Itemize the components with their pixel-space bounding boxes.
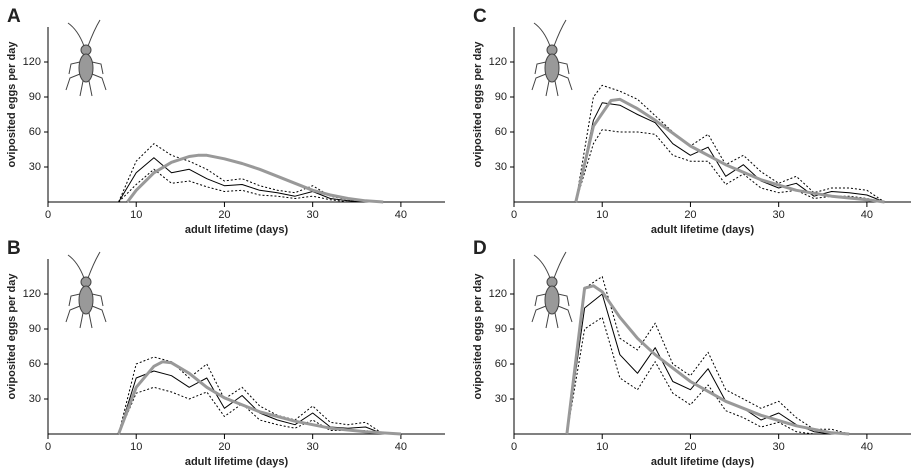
y-tick-label: 120 bbox=[489, 56, 507, 68]
cricket-antenna bbox=[533, 251, 567, 279]
cricket-icon bbox=[65, 251, 107, 329]
panel-label: A bbox=[7, 6, 21, 27]
x-tick-label: 20 bbox=[684, 441, 696, 453]
y-tick-label: 30 bbox=[29, 393, 41, 405]
x-tick-label: 0 bbox=[511, 441, 517, 453]
data-line bbox=[118, 386, 384, 435]
x-axis-label: adult lifetime (days) bbox=[651, 456, 755, 468]
x-tick-label: 10 bbox=[596, 441, 608, 453]
y-tick-label: 120 bbox=[489, 288, 507, 300]
data-line bbox=[118, 168, 366, 203]
data-line bbox=[566, 276, 850, 435]
x-tick-label: 40 bbox=[861, 441, 873, 453]
data-line bbox=[118, 143, 366, 203]
data-line bbox=[565, 284, 850, 436]
y-tick-label: 90 bbox=[495, 91, 507, 103]
data-line bbox=[118, 157, 366, 203]
x-tick-label: 10 bbox=[130, 441, 142, 453]
y-tick-label: 120 bbox=[23, 288, 41, 300]
x-tick-label: 30 bbox=[307, 209, 319, 221]
y-tick-label: 60 bbox=[495, 126, 507, 138]
y-tick-label: 30 bbox=[29, 161, 41, 173]
cricket-icon bbox=[65, 19, 107, 97]
x-tick-label: 0 bbox=[511, 209, 517, 221]
data-line bbox=[575, 102, 885, 203]
cricket-icon bbox=[531, 19, 573, 97]
data-line bbox=[574, 97, 885, 204]
y-tick-label: 120 bbox=[23, 56, 41, 68]
x-tick-label: 40 bbox=[395, 441, 407, 453]
x-axis-label: adult lifetime (days) bbox=[185, 224, 289, 236]
cricket-legs bbox=[65, 61, 107, 97]
y-tick-label: 60 bbox=[495, 358, 507, 370]
y-axis-label: oviposited eggs per day bbox=[6, 273, 18, 400]
cricket-body bbox=[78, 285, 94, 315]
data-line bbox=[575, 84, 885, 203]
x-tick-label: 40 bbox=[861, 209, 873, 221]
cricket-icon bbox=[531, 251, 573, 329]
data-line bbox=[566, 293, 850, 435]
data-line bbox=[126, 153, 384, 204]
panel-label: B bbox=[7, 238, 21, 259]
y-tick-label: 90 bbox=[29, 91, 41, 103]
data-line bbox=[117, 360, 401, 436]
x-tick-label: 10 bbox=[130, 209, 142, 221]
x-tick-label: 30 bbox=[773, 441, 785, 453]
y-tick-label: 30 bbox=[495, 393, 507, 405]
data-line bbox=[118, 356, 384, 435]
panel-label: C bbox=[473, 6, 487, 27]
y-tick-label: 90 bbox=[29, 323, 41, 335]
x-tick-label: 20 bbox=[218, 441, 230, 453]
y-axis-label: oviposited eggs per day bbox=[6, 41, 18, 168]
y-tick-label: 30 bbox=[495, 161, 507, 173]
x-tick-label: 20 bbox=[684, 209, 696, 221]
y-tick-label: 60 bbox=[29, 358, 41, 370]
cricket-legs bbox=[65, 293, 107, 329]
x-tick-label: 0 bbox=[45, 209, 51, 221]
cricket-body bbox=[544, 53, 560, 83]
x-axis-label: adult lifetime (days) bbox=[185, 456, 289, 468]
cricket-antenna bbox=[533, 19, 567, 47]
cricket-legs bbox=[531, 293, 573, 329]
cricket-antenna bbox=[67, 19, 101, 47]
panel-label: D bbox=[473, 238, 487, 259]
y-tick-label: 60 bbox=[29, 126, 41, 138]
cricket-body bbox=[78, 53, 94, 83]
x-axis-label: adult lifetime (days) bbox=[651, 224, 755, 236]
x-tick-label: 30 bbox=[773, 209, 785, 221]
cricket-body bbox=[544, 285, 560, 315]
cricket-antenna bbox=[67, 251, 101, 279]
cricket-legs bbox=[531, 61, 573, 97]
x-tick-label: 30 bbox=[307, 441, 319, 453]
data-line bbox=[566, 316, 850, 435]
y-tick-label: 90 bbox=[495, 323, 507, 335]
y-axis-label: oviposited eggs per day bbox=[472, 273, 484, 400]
y-axis-label: oviposited eggs per day bbox=[472, 41, 484, 168]
x-tick-label: 0 bbox=[45, 441, 51, 453]
x-tick-label: 10 bbox=[596, 209, 608, 221]
x-tick-label: 20 bbox=[218, 209, 230, 221]
x-tick-label: 40 bbox=[395, 209, 407, 221]
